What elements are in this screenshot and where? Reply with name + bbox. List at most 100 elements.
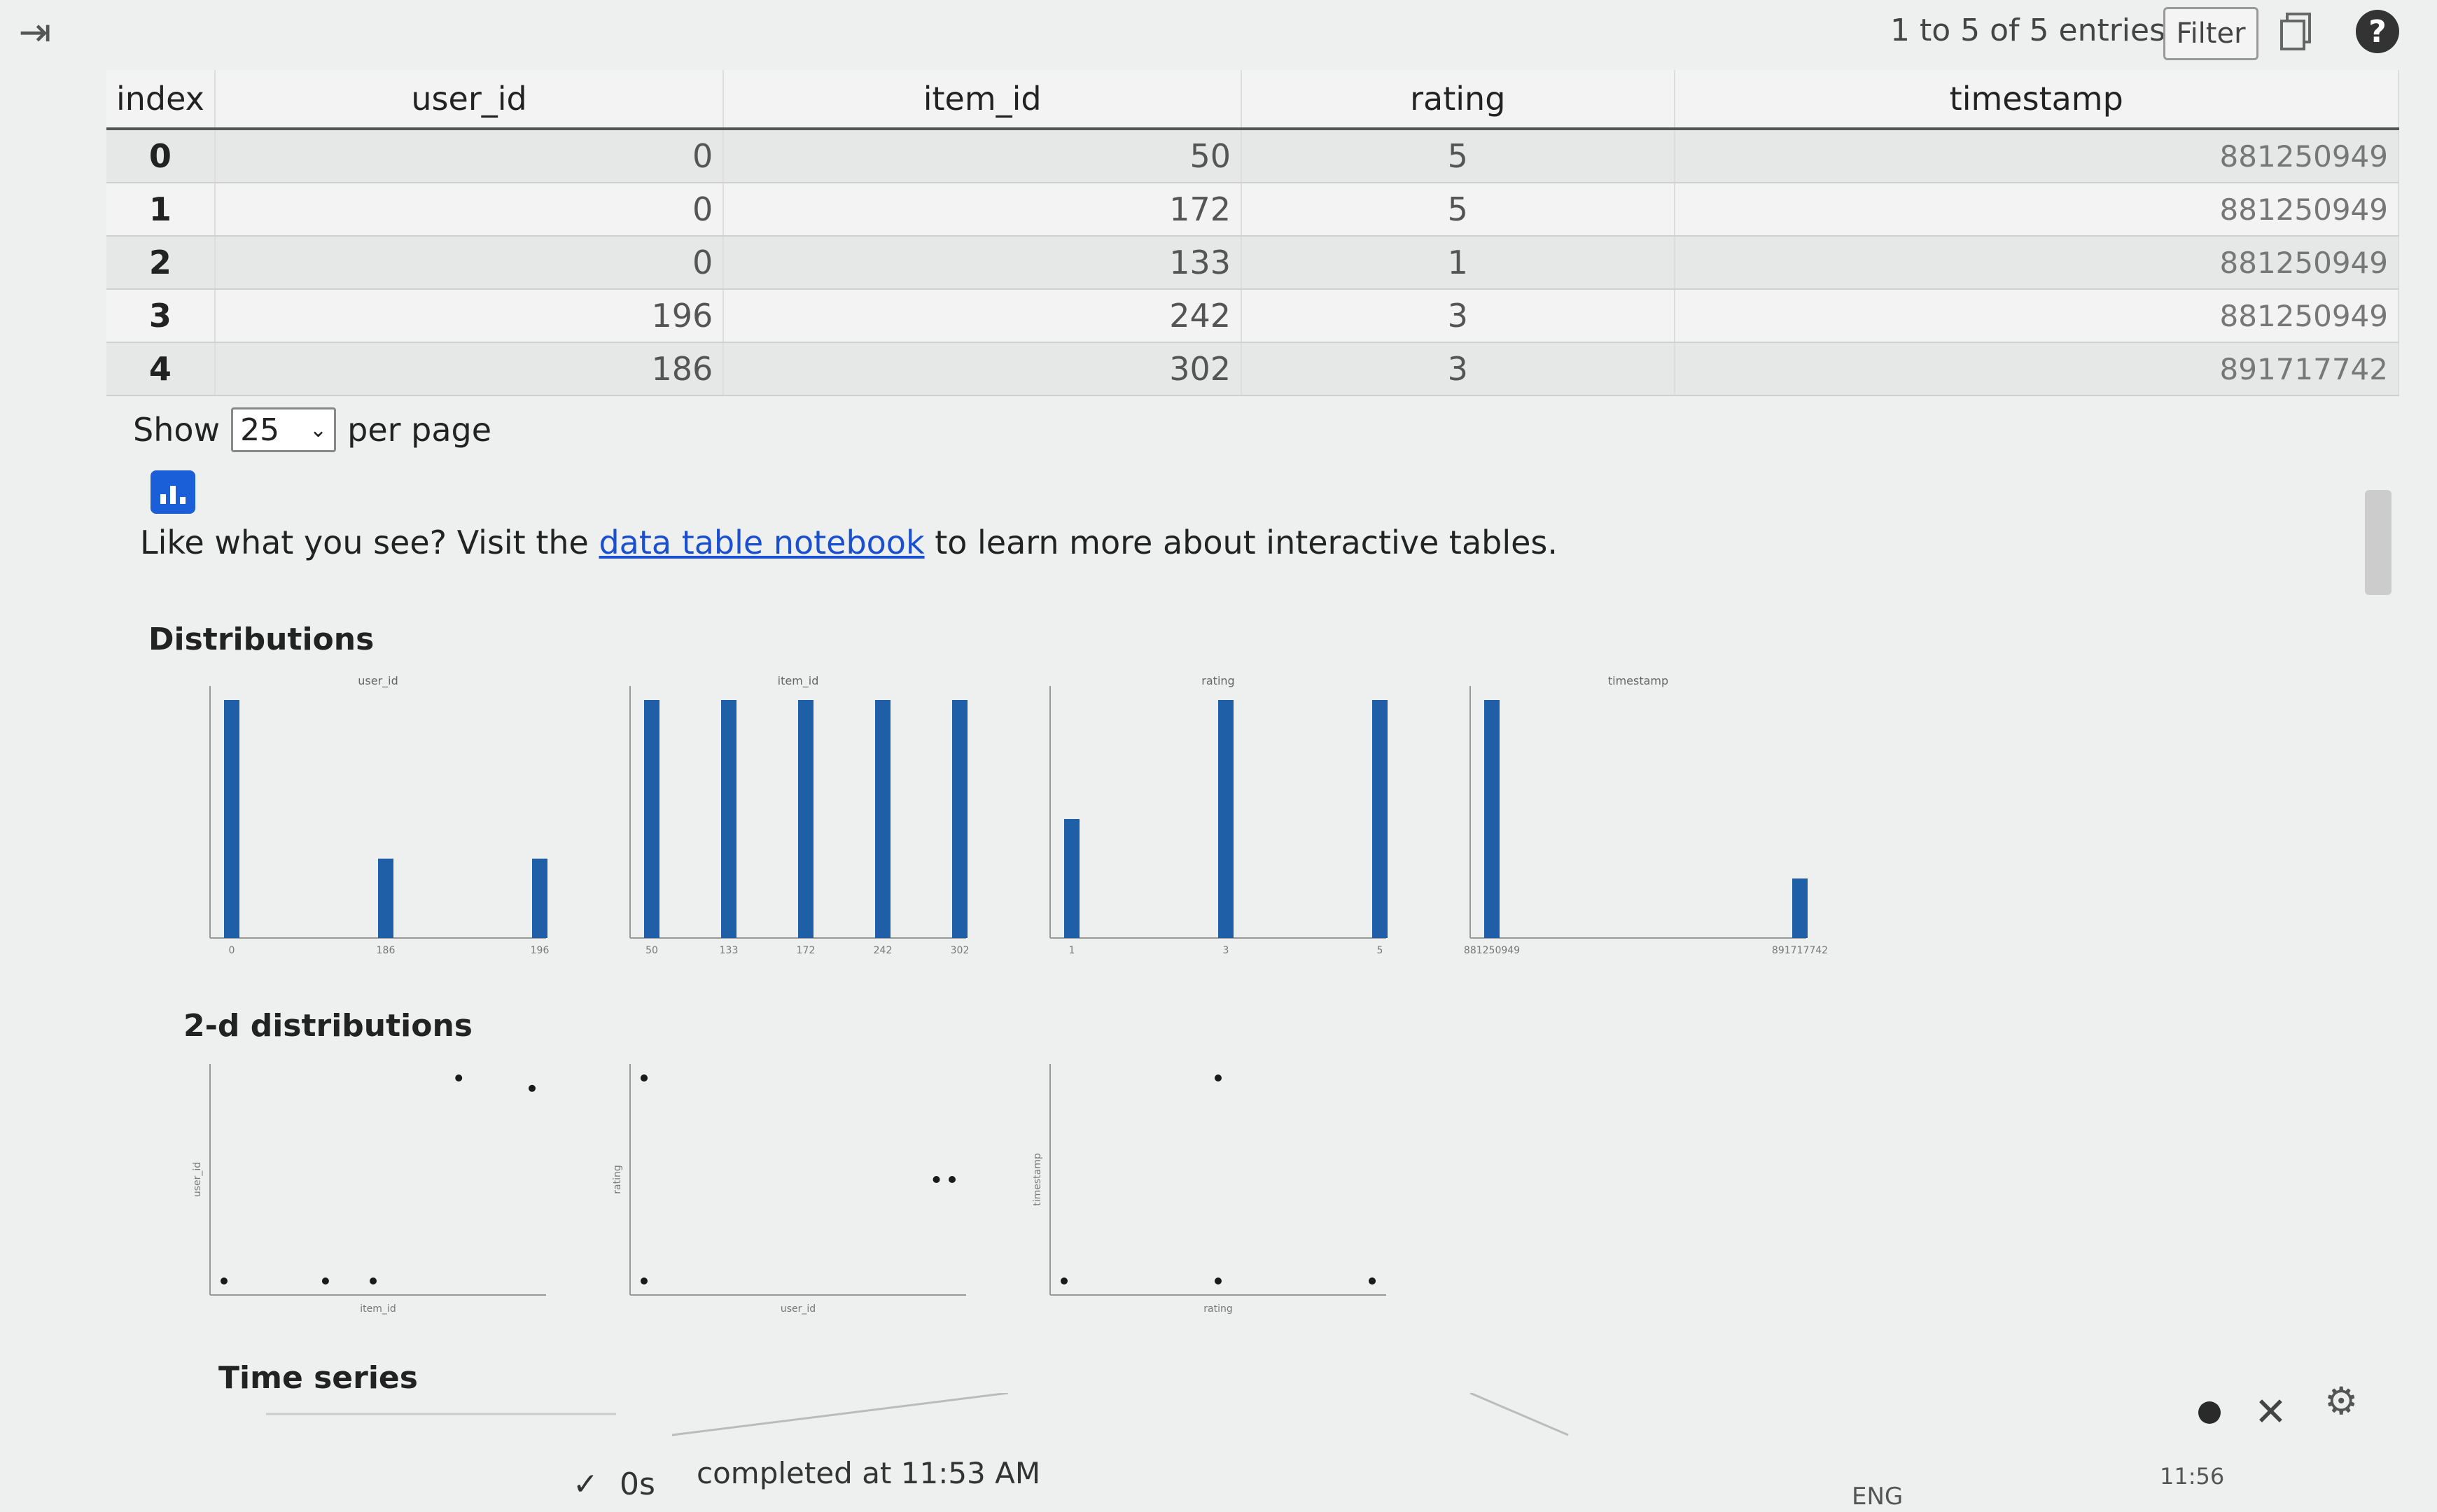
tick-label: 242	[874, 945, 893, 956]
tick-label: 133	[720, 945, 739, 956]
header-item-id[interactable]: item_id	[723, 70, 1243, 130]
scrollbar-thumb[interactable]	[2365, 490, 2391, 595]
cell-timestamp: 881250949	[1674, 183, 2399, 237]
tick-label: 302	[951, 945, 970, 956]
scatter-point	[529, 1084, 536, 1092]
cell-rating: 3	[1241, 289, 1675, 343]
tick-label: 3	[1223, 945, 1229, 956]
cell-index: 3	[106, 289, 216, 343]
header-rating[interactable]: rating	[1241, 70, 1675, 130]
cell-user-id: 196	[214, 289, 725, 343]
time-series-title: Time series	[218, 1360, 418, 1396]
promo-suffix: to learn more about interactive tables.	[924, 524, 1558, 561]
y-axis-label: user_id	[192, 1162, 203, 1197]
close-icon[interactable]: ✕	[2254, 1390, 2287, 1435]
cell-user-id: 0	[214, 183, 725, 237]
cell-index: 2	[106, 236, 216, 290]
cell-timestamp: 881250949	[1674, 289, 2399, 343]
time-series-line	[1469, 1393, 1569, 1436]
cell-user-id: 186	[214, 342, 725, 396]
rating-histogram: rating 1 3 5	[1049, 674, 1388, 956]
user-id-histogram: user_id 0 186 196	[209, 674, 550, 956]
scatter-point	[1369, 1278, 1376, 1284]
table-row: 1 0 172 5 881250949	[106, 183, 2399, 237]
histogram-bar	[1484, 700, 1500, 938]
tick-label: 50	[645, 945, 658, 956]
cell-item-id: 302	[723, 342, 1243, 396]
x-axis-label: user_id	[781, 1303, 816, 1315]
tick-label: 196	[531, 945, 550, 956]
promo-text: Like what you see? Visit the data table …	[140, 524, 1558, 561]
cell-rating: 5	[1241, 129, 1675, 183]
cell-timestamp: 891717742	[1674, 342, 2399, 396]
tick-label: 1	[1069, 945, 1075, 956]
scatter-point	[1215, 1278, 1222, 1284]
histogram-bar	[798, 700, 814, 938]
histogram-bar	[952, 700, 968, 938]
histogram-bar	[224, 700, 239, 938]
scatter-point	[370, 1278, 377, 1284]
item-id-vs-user-id-scatter: item_id user_id	[192, 1064, 546, 1315]
chart-title: timestamp	[1608, 674, 1668, 687]
tick-label: 186	[377, 945, 396, 956]
x-axis-label: rating	[1203, 1303, 1232, 1315]
chevron-down-icon: ⌄	[309, 417, 328, 442]
cell-item-id: 172	[723, 183, 1243, 237]
data-table-notebook-link[interactable]: data table notebook	[599, 524, 925, 561]
timestamp-histogram: timestamp 881250949 891717742	[1464, 674, 1828, 956]
scatter-point	[933, 1176, 940, 1183]
tick-label: 891717742	[1772, 945, 1828, 956]
scatter-point	[1215, 1074, 1222, 1082]
copy-icon[interactable]	[2279, 11, 2312, 52]
histogram-bar	[644, 700, 659, 938]
cell-user-id: 0	[214, 236, 725, 290]
scatter-point	[1061, 1278, 1068, 1284]
collapse-output-icon[interactable]: ⇥	[18, 9, 52, 55]
check-icon: ✓	[573, 1466, 599, 1502]
table-row: 0 0 50 5 881250949	[106, 129, 2399, 183]
histogram-bar	[1064, 819, 1080, 938]
y-axis-label: timestamp	[1032, 1153, 1043, 1206]
filter-button[interactable]: Filter	[2163, 7, 2258, 60]
header-index[interactable]: index	[106, 70, 216, 130]
status-indicator-icon	[2198, 1401, 2221, 1424]
per-page-select[interactable]: 25 ⌄	[231, 407, 337, 452]
cell-item-id: 133	[723, 236, 1243, 290]
execution-duration: 0s	[620, 1466, 655, 1502]
y-axis-label: rating	[612, 1165, 623, 1194]
header-timestamp[interactable]: timestamp	[1674, 70, 2399, 130]
show-label: Show	[133, 411, 221, 449]
histogram-bar	[1372, 700, 1388, 938]
scatter-point	[455, 1074, 463, 1082]
two-d-distributions-title: 2-d distributions	[183, 1008, 473, 1044]
table-row: 3 196 242 3 881250949	[106, 289, 2399, 343]
help-icon[interactable]: ?	[2356, 10, 2399, 53]
user-id-vs-rating-scatter: user_id rating	[612, 1064, 966, 1315]
tick-label: 5	[1377, 945, 1383, 956]
cell-index: 1	[106, 183, 216, 237]
system-clock: 11:56	[2160, 1463, 2225, 1490]
gear-icon[interactable]: ⚙	[2324, 1379, 2359, 1423]
chart-title: rating	[1201, 674, 1234, 687]
header-user-id[interactable]: user_id	[214, 70, 725, 130]
promo-prefix: Like what you see? Visit the	[140, 524, 599, 561]
chart-title: item_id	[778, 674, 819, 688]
histogram-bar	[1218, 700, 1234, 938]
data-table: index user_id item_id rating timestamp 0…	[106, 70, 2399, 396]
table-row: 2 0 133 1 881250949	[106, 236, 2399, 290]
cell-rating: 1	[1241, 236, 1675, 290]
time-series-charts	[266, 1393, 1569, 1436]
per-page-control: Show 25 ⌄ per page	[133, 407, 491, 452]
cell-item-id: 50	[723, 129, 1243, 183]
cell-item-id: 242	[723, 289, 1243, 343]
cell-rating: 5	[1241, 183, 1675, 237]
scatter-point	[321, 1278, 329, 1284]
x-axis-label: item_id	[360, 1303, 396, 1315]
scatter-point	[221, 1278, 228, 1284]
scatter-point	[949, 1176, 956, 1183]
histogram-bar	[378, 858, 393, 938]
bar-chart-icon[interactable]	[151, 470, 195, 514]
cell-user-id: 0	[214, 129, 725, 183]
table-row: 4 186 302 3 891717742	[106, 342, 2399, 396]
scatter-point	[641, 1278, 648, 1284]
